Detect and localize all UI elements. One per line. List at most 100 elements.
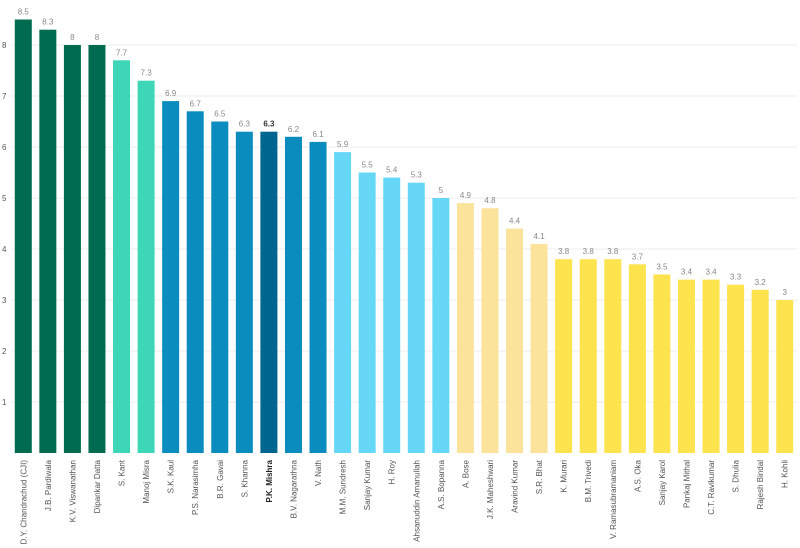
x-tick-label: M.M. Sundresh (339, 460, 348, 514)
x-tick-label: J.B. Pardiwala (44, 459, 53, 511)
y-tick-label: 4 (2, 245, 7, 254)
bar (235, 131, 253, 453)
bar (63, 45, 81, 453)
value-label: 3.4 (681, 268, 693, 277)
x-tick-label: Aravind Kumar (511, 460, 520, 513)
y-tick-label: 8 (2, 41, 7, 50)
x-tick-label: A.S. Oka (633, 459, 642, 492)
x-tick-label: Pankaj Mithal (682, 460, 691, 508)
bar (604, 259, 622, 453)
x-tick-label: K. Murari (560, 460, 569, 493)
bar (677, 279, 695, 453)
bar (383, 177, 401, 453)
value-label: 6.5 (214, 110, 226, 119)
bar (776, 300, 794, 453)
bar (162, 101, 180, 453)
value-label: 3.5 (656, 263, 668, 272)
value-label: 7.3 (141, 69, 153, 78)
value-label: 8.3 (42, 18, 54, 27)
value-label: 3.3 (730, 273, 742, 282)
x-tick-label: P.K. Mishra (265, 459, 274, 502)
bar (334, 152, 352, 453)
x-tick-label: Manoj Misra (142, 459, 151, 503)
x-tick-label: V. Nath (314, 460, 323, 486)
x-tick-label: C.T. Ravikumar (707, 460, 716, 515)
x-tick-label: Rajesh Bindal (756, 460, 765, 510)
bar (407, 182, 425, 453)
x-tick-label: B.M. Trivedi (584, 460, 593, 502)
value-label: 7.7 (116, 48, 128, 57)
value-label: 6.9 (165, 89, 177, 98)
x-tick-label: V. Ramasubramaniam (609, 460, 618, 539)
bar (653, 274, 671, 453)
value-label: 6.7 (190, 99, 202, 108)
x-tick-label: Ahsanuddin Amanullah (412, 460, 421, 542)
value-label: 6.1 (312, 130, 324, 139)
value-label: 6.2 (288, 125, 300, 134)
bar (751, 289, 769, 453)
bar (260, 131, 278, 453)
x-tick-label: A.S. Bopanna (437, 459, 446, 509)
bar (432, 198, 450, 453)
x-tick-label: S. Kant (118, 459, 127, 486)
value-label: 6.3 (263, 120, 275, 129)
value-label: 5.3 (411, 171, 423, 180)
bar (506, 228, 524, 453)
x-tick-label: Sanjay Karol (658, 460, 667, 506)
x-tick-label: D.Y. Chandrachud (CJI) (19, 460, 28, 545)
value-label: 3.2 (755, 278, 767, 287)
value-label: 3.8 (583, 247, 595, 256)
x-tick-label: J.K. Maheshwari (486, 460, 495, 519)
value-label: 4.1 (534, 232, 546, 241)
x-tick-label: Dipankar Datta (93, 459, 102, 513)
x-tick-label: K.V. Viswanathan (68, 460, 77, 522)
bar (579, 259, 597, 453)
value-label: 8 (95, 33, 100, 42)
x-tick-label: S.K. Kaul (167, 460, 176, 494)
y-tick-label: 7 (2, 92, 7, 101)
value-label: 8.5 (18, 8, 30, 17)
bar (113, 60, 131, 454)
bar (137, 80, 155, 453)
x-tick-label: Sanjay Kumar (363, 460, 372, 511)
x-tick-label: B.R. Gavai (216, 460, 225, 499)
value-label: 3.7 (632, 252, 644, 261)
y-tick-label: 5 (2, 194, 7, 203)
x-tick-label: A. Bose (461, 459, 470, 488)
bar (702, 279, 720, 453)
bar (14, 19, 32, 453)
x-tick-label: B.V. Nagarathna (289, 459, 298, 518)
value-label: 6.3 (239, 120, 251, 129)
x-tick-label: S. Khanna (240, 459, 249, 497)
value-label: 4.8 (484, 196, 496, 205)
value-label: 3.4 (705, 268, 717, 277)
bar (284, 136, 302, 454)
value-label: 8 (70, 33, 75, 42)
bar (481, 208, 499, 453)
bar (186, 111, 204, 454)
value-label: 3 (782, 288, 787, 297)
y-tick-label: 6 (2, 143, 7, 152)
bar (88, 45, 106, 453)
x-tick-label: S. Dhulia (732, 459, 741, 492)
bar (530, 243, 548, 453)
bar (39, 29, 57, 453)
bar (628, 264, 646, 453)
bar (358, 172, 376, 453)
y-tick-label: 2 (2, 347, 7, 356)
bar (456, 203, 474, 453)
bar (211, 121, 229, 453)
bar (309, 141, 327, 453)
value-label: 5.5 (362, 161, 374, 170)
value-label: 3.8 (558, 247, 570, 256)
value-label: 4.9 (460, 191, 472, 200)
y-tick-label: 1 (2, 398, 7, 407)
value-label: 3.8 (607, 247, 619, 256)
value-label: 5.4 (386, 166, 398, 175)
y-tick-label: 3 (2, 296, 7, 305)
value-label: 4.4 (509, 217, 521, 226)
bar (727, 284, 745, 453)
value-label: 5 (439, 186, 444, 195)
x-tick-label: H. Kohli (781, 460, 790, 488)
